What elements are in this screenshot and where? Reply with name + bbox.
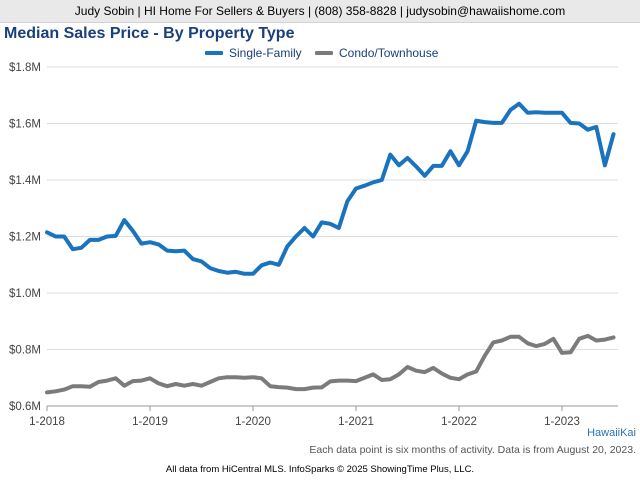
legend-label-single-family: Single-Family [229, 46, 302, 60]
x-tick-label: 1-2023 [544, 416, 580, 428]
data-note: Each data point is six months of activit… [309, 444, 636, 456]
x-tick-label: 1-2018 [29, 416, 65, 428]
area-name: HawaiiKai [587, 427, 636, 439]
contact-banner: Judy Sobin | HI Home For Sellers & Buyer… [0, 0, 640, 23]
x-tick-label: 1-2020 [235, 416, 271, 428]
x-tick-label: 1-2019 [132, 416, 168, 428]
chart-title: Median Sales Price - By Property Type [4, 25, 295, 42]
x-tick-label: 1-2021 [338, 416, 374, 428]
y-tick-label: $1.6M [9, 119, 41, 131]
y-tick-label: $1.4M [9, 175, 41, 187]
x-tick-label: 1-2022 [441, 416, 477, 428]
axes: $0.6M $0.8M $1.0M $1.2M $1.4M $1.6M $1.8M 1-201… [9, 62, 580, 428]
footer-copyright: All data from HiCentral MLS. InfoSparks … [165, 464, 475, 475]
series-lines [45, 101, 616, 395]
y-tick-label: $1.0M [9, 288, 41, 300]
legend-item-condo-townhouse[interactable]: Condo/Townhouse [315, 46, 438, 60]
line-chart: $0.6M $0.8M $1.0M $1.2M $1.4M $1.6M $1.8M 1-201… [9, 62, 618, 428]
grid-lines [47, 66, 618, 407]
legend-swatch-single-family [205, 51, 223, 55]
y-tick-label: $1.8M [9, 62, 41, 74]
legend-label-condo-townhouse: Condo/Townhouse [339, 46, 439, 60]
y-tick-label: $0.8M [9, 345, 41, 357]
legend-swatch-condo-townhouse [315, 51, 333, 55]
legend-item-single-family[interactable]: Single-Family [205, 46, 302, 60]
series-line-single-family[interactable] [45, 101, 616, 276]
series-line-condo-townhouse[interactable] [45, 333, 616, 395]
contact-line: Judy Sobin | HI Home For Sellers & Buyer… [74, 4, 566, 18]
y-tick-label: $0.6M [9, 401, 41, 413]
y-tick-label: $1.2M [9, 232, 41, 244]
